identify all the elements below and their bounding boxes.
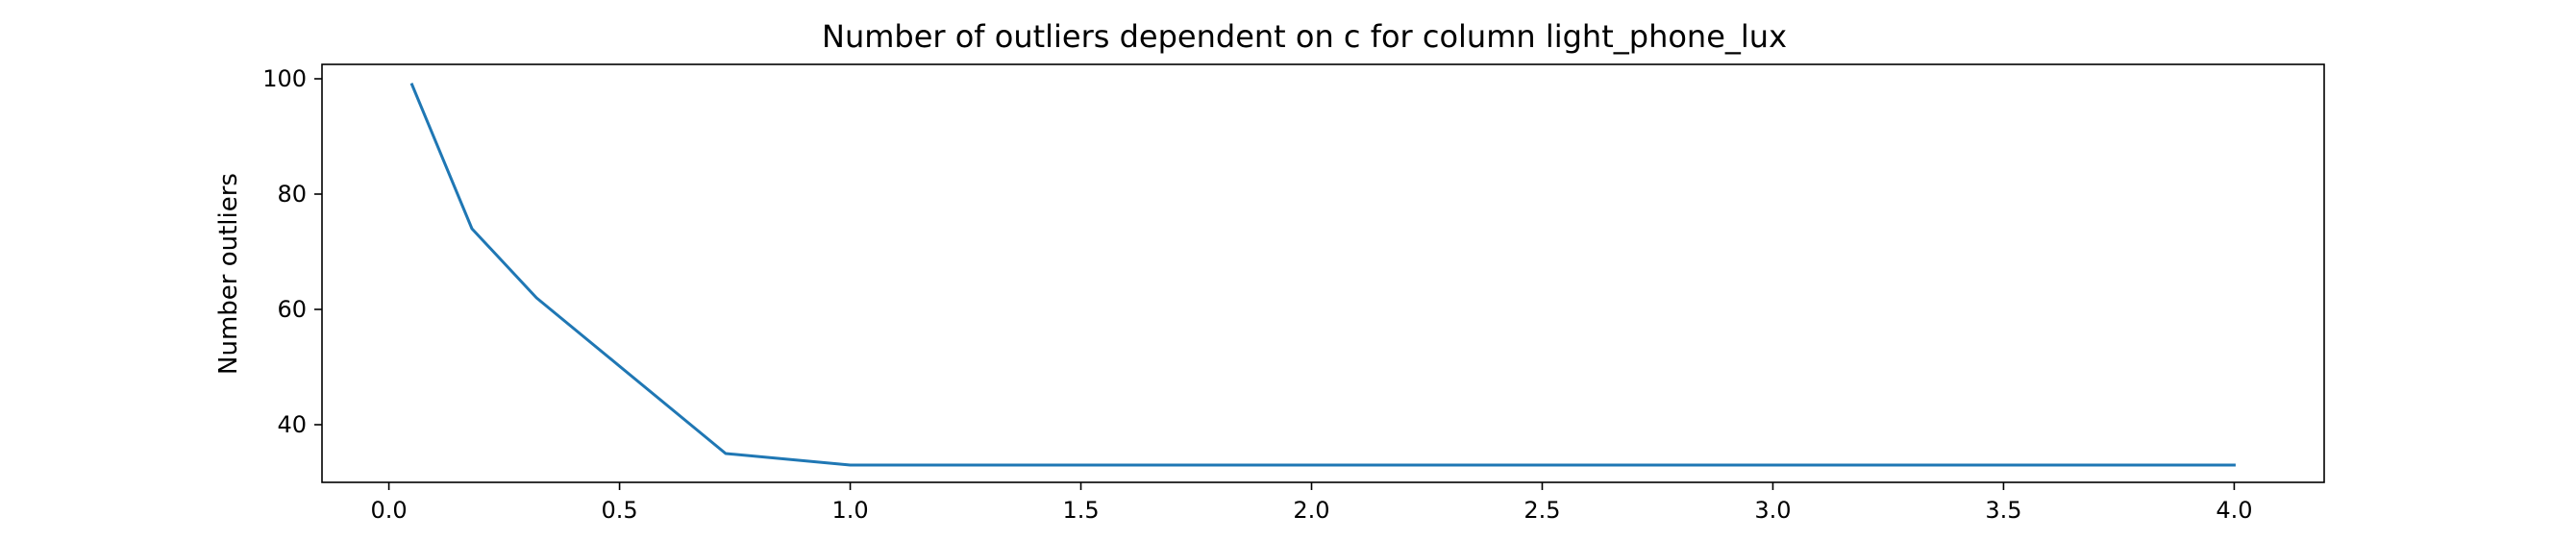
series-line-0 bbox=[409, 83, 2236, 467]
x-tick-label-4: 2.0 bbox=[1293, 497, 1329, 524]
y-tick-label-3: 100 bbox=[262, 65, 307, 92]
axes-frame bbox=[321, 63, 2325, 483]
chart-title: Number of outliers dependent on c for co… bbox=[822, 18, 1787, 55]
y-tick-label-0: 40 bbox=[277, 411, 307, 438]
x-tick-label-3: 1.5 bbox=[1062, 497, 1099, 524]
y-axis-label: Number outliers bbox=[214, 173, 243, 375]
y-tick-label-2: 80 bbox=[277, 181, 307, 208]
x-tick-label-5: 2.5 bbox=[1523, 497, 1560, 524]
y-tick-label-1: 60 bbox=[277, 296, 307, 323]
x-tick-label-6: 3.0 bbox=[1754, 497, 1791, 524]
x-tick-label-7: 3.5 bbox=[1985, 497, 2021, 524]
x-tick-label-8: 4.0 bbox=[2216, 497, 2252, 524]
plot-area: 0.0 0.5 1.0 1.5 2.0 2.5 3.0 3.5 4.0 40 60 80 100 bbox=[262, 63, 2325, 524]
x-tick-label-0: 0.0 bbox=[371, 497, 408, 524]
x-tick-label-1: 0.5 bbox=[601, 497, 637, 524]
x-tick-label-2: 1.0 bbox=[831, 497, 868, 524]
